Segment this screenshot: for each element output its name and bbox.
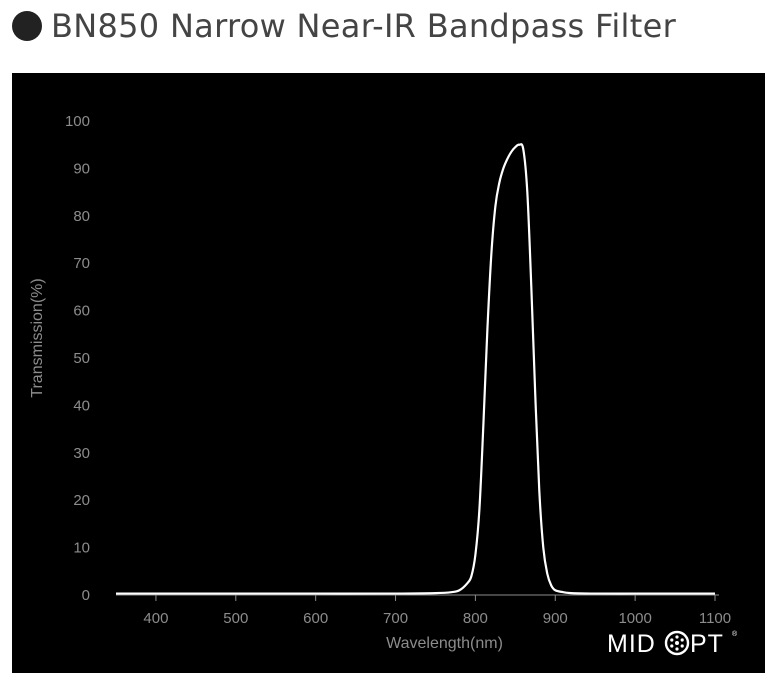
- page-header: BN850 Narrow Near-IR Bandpass Filter: [12, 4, 676, 48]
- y-tick-label: 20: [73, 492, 90, 509]
- x-tick-label: 1100: [699, 610, 731, 627]
- logo-text-left: MID: [607, 630, 656, 658]
- x-tick-labels: 400 500 600 700 800 900 1000 1100: [143, 595, 731, 627]
- x-tick-label: 800: [463, 610, 488, 627]
- x-tick-label: 900: [543, 610, 568, 627]
- y-tick-label: 100: [65, 113, 90, 130]
- y-axis-label: Transmission(%): [29, 278, 46, 397]
- x-tick-label: 1000: [618, 610, 651, 627]
- x-tick-label: 600: [303, 610, 328, 627]
- logo-lens-icon: [664, 630, 690, 656]
- plot-area: [115, 143, 715, 595]
- y-tick-label: 70: [73, 255, 90, 272]
- x-tick-label: 700: [383, 610, 408, 627]
- transmission-curve: [115, 143, 715, 595]
- y-tick-labels: 0 10 20 30 40 50 60 70 80 90 100: [65, 113, 90, 604]
- y-tick-label: 30: [73, 445, 90, 462]
- chart-panel: 0 10 20 30 40 50 60 70 80 90 100 400 500 600 700 800 90…: [12, 73, 765, 673]
- midopt-logo: MID PT ®: [607, 630, 738, 658]
- registered-mark: ®: [732, 630, 738, 638]
- y-tick-label: 80: [73, 208, 90, 225]
- bullet-icon: [12, 11, 42, 41]
- x-tick-label: 500: [223, 610, 248, 627]
- x-tick-label: 400: [143, 610, 168, 627]
- x-axis-label: Wavelength(nm): [386, 635, 503, 652]
- y-tick-label: 50: [73, 350, 90, 367]
- page-title: BN850 Narrow Near-IR Bandpass Filter: [51, 7, 677, 45]
- transmission-chart: 0 10 20 30 40 50 60 70 80 90 100 400 500 600 700 800 90…: [29, 113, 738, 658]
- y-tick-label: 10: [73, 540, 90, 557]
- y-tick-label: 40: [73, 397, 90, 414]
- y-tick-label: 90: [73, 160, 90, 177]
- logo-text-right: PT: [690, 630, 724, 658]
- y-tick-label: 60: [73, 303, 90, 320]
- y-tick-label: 0: [82, 587, 90, 604]
